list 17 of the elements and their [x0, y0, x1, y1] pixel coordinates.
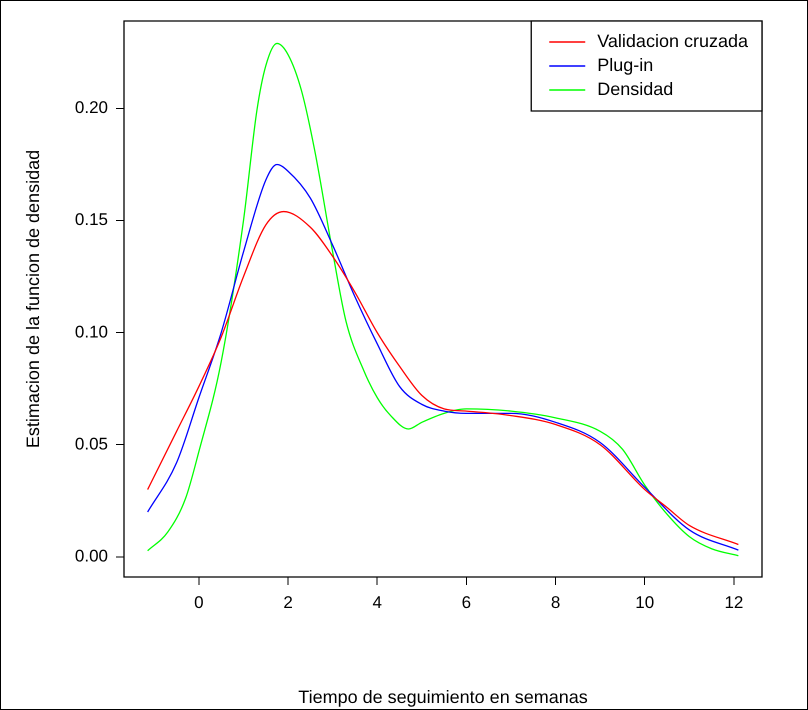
y-tick-label: 0.20 — [74, 98, 108, 118]
legend-label: Densidad — [597, 78, 674, 99]
legend-label: Plug-in — [597, 54, 654, 75]
x-tick-label: 2 — [283, 592, 293, 612]
legend-label: Validacion cruzada — [597, 30, 749, 51]
y-tick-label: 0.15 — [74, 210, 108, 230]
x-tick-label: 6 — [462, 592, 472, 612]
x-tick-label: 10 — [635, 592, 654, 612]
x-tick-label: 12 — [724, 592, 744, 612]
x-axis-title: Tiempo de seguimiento en semanas — [298, 687, 588, 708]
x-tick-label: 4 — [372, 592, 382, 612]
y-tick-label: 0.10 — [74, 322, 108, 342]
y-tick-label: 0.05 — [74, 434, 108, 454]
y-tick-label: 0.00 — [74, 546, 108, 566]
y-axis-title: Estimacion de la funcion de densidad — [22, 150, 43, 448]
x-tick-label: 8 — [550, 592, 560, 612]
x-tick-label: 0 — [194, 592, 204, 612]
